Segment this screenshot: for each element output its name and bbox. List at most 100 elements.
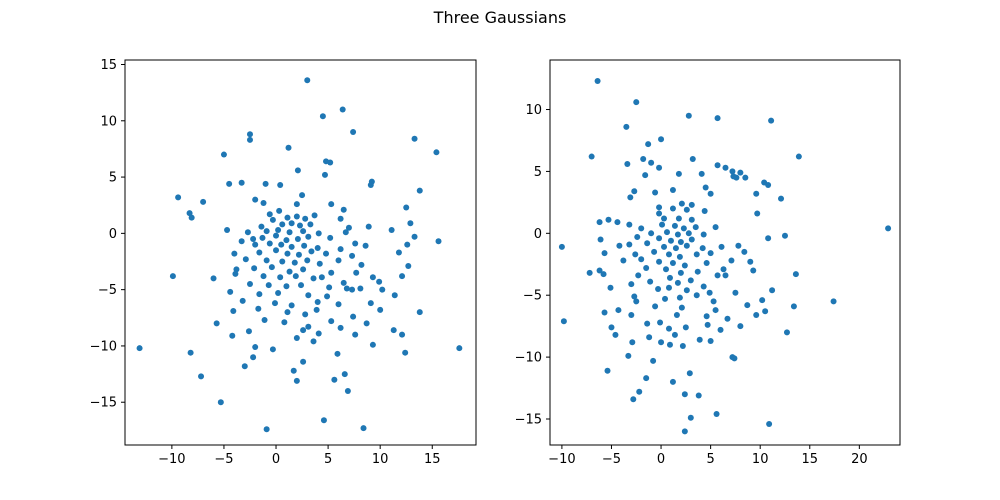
scatter-point: [628, 312, 635, 319]
scatter-point: [388, 226, 395, 233]
scatter-point: [586, 269, 593, 276]
y-tick-label: −10: [90, 339, 117, 354]
scatter-point: [281, 319, 288, 326]
scatter-point: [268, 264, 275, 271]
scatter-point: [646, 334, 653, 341]
scatter-point: [294, 167, 301, 174]
scatter-point: [296, 222, 303, 229]
scatter-point: [633, 298, 640, 305]
scatter-point: [340, 206, 347, 213]
scatter-point: [277, 181, 284, 188]
scatter-point: [675, 170, 682, 177]
scatter-point: [217, 399, 224, 406]
scatter-point: [560, 318, 567, 325]
scatter-point: [262, 180, 269, 187]
scatter-point: [324, 293, 331, 300]
scatter-point: [365, 223, 372, 230]
scatter-point: [246, 136, 253, 143]
scatter-point: [669, 378, 676, 385]
scatter-point: [435, 238, 442, 245]
scatter-point: [661, 243, 668, 250]
scatter-point: [626, 221, 633, 228]
scatter-point: [224, 226, 231, 233]
scatter-point: [305, 233, 312, 240]
scatter-point: [239, 297, 246, 304]
scatter-point: [655, 286, 662, 293]
scatter-point: [299, 192, 306, 199]
scatter-point: [331, 376, 338, 383]
scatter-point: [607, 284, 614, 291]
scatter-point: [681, 262, 688, 269]
scatter-point: [293, 377, 300, 384]
scatter-point: [416, 187, 423, 194]
scatter-point: [362, 242, 369, 249]
scatter-point: [601, 309, 608, 316]
scatter-point: [679, 342, 686, 349]
scatter-point: [713, 411, 720, 418]
scatter-point: [403, 204, 410, 211]
scatter-point: [259, 234, 266, 241]
scatter-point: [695, 392, 702, 399]
scatter-point: [643, 264, 650, 271]
scatter-point: [266, 240, 273, 247]
scatter-point: [769, 287, 776, 294]
x-tick-label: 15: [424, 452, 441, 467]
scatter-point: [275, 226, 282, 233]
scatter-point: [273, 247, 280, 254]
x-tick-label: 10: [752, 452, 769, 467]
scatter-points: [558, 78, 892, 435]
scatter-point: [706, 289, 713, 296]
scatter-point: [658, 339, 665, 346]
scatter-point: [737, 323, 744, 330]
scatter-point: [300, 228, 307, 235]
scatter-point: [707, 190, 714, 197]
scatter-point: [232, 270, 239, 277]
scatter-point: [696, 336, 703, 343]
scatter-point: [310, 338, 317, 345]
scatter-point: [310, 275, 317, 282]
scatter-point: [278, 241, 285, 248]
scatter-point: [337, 215, 344, 222]
scatter-point: [640, 156, 647, 163]
scatter-point: [741, 248, 748, 255]
scatter-point: [269, 216, 276, 223]
scatter-point: [293, 335, 300, 342]
x-tick-label: 15: [801, 452, 818, 467]
scatter-point: [658, 136, 665, 143]
scatter-point: [686, 370, 693, 377]
scatter-point: [648, 159, 655, 166]
scatter-point: [328, 201, 335, 208]
scatter-point: [369, 274, 376, 281]
scatter-point: [667, 237, 674, 244]
scatter-point: [250, 354, 257, 361]
scatter-point: [601, 250, 608, 257]
scatter-point: [720, 266, 727, 273]
scatter-point: [652, 303, 659, 310]
scatter-point: [227, 288, 234, 295]
scatter-point: [292, 273, 299, 280]
scatter-point: [665, 325, 672, 332]
scatter-point: [261, 317, 268, 324]
scatter-point: [737, 169, 744, 176]
scatter-point: [714, 272, 721, 279]
scatter-point: [614, 219, 621, 226]
scatter-point: [650, 357, 657, 364]
scatter-point: [326, 284, 333, 291]
scatter-point: [313, 306, 320, 313]
x-tick-label: −10: [548, 452, 575, 467]
scatter-point: [256, 291, 263, 298]
scatter-point: [350, 129, 357, 136]
scatter-point: [316, 260, 323, 267]
y-tick-label: −15: [90, 396, 117, 411]
scatter-point: [596, 219, 603, 226]
scatter-point: [630, 396, 637, 403]
scatter-point: [644, 320, 651, 327]
scatter-point: [231, 250, 238, 257]
scatter-point: [300, 266, 307, 273]
scatter-point: [220, 151, 227, 158]
scatter-point: [693, 251, 700, 258]
scatter-point: [704, 321, 711, 328]
scatter-point: [328, 269, 335, 276]
scatter-point: [367, 300, 374, 307]
scatter-point: [335, 301, 342, 308]
